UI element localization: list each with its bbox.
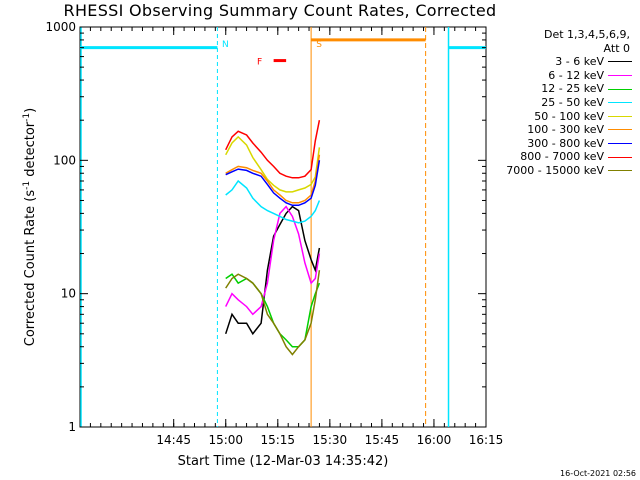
legend-label: 100 - 300 keV xyxy=(527,123,604,137)
annotation-layer: N S F xyxy=(80,27,486,427)
annotation-label: F xyxy=(257,58,262,68)
legend-entry: 7000 - 15000 keV xyxy=(470,164,636,178)
annotation-label: S xyxy=(316,40,322,50)
y-axis-label-main: Corrected Count Rate (s xyxy=(23,189,39,347)
series-line-5 xyxy=(225,135,321,193)
x-tick-label: 15:30 xyxy=(313,433,348,447)
x-tick-label: 15:45 xyxy=(365,433,400,447)
legend-swatch xyxy=(608,143,632,145)
series-line-6 xyxy=(225,154,321,204)
legend-header-detectors: Det 1,3,4,5,6,9, xyxy=(543,28,630,41)
legend-label: 3 - 6 keV xyxy=(555,55,604,69)
legend-swatch xyxy=(608,102,632,104)
y-axis-label: Corrected Count Rate (s-1 detector-1) xyxy=(22,108,38,346)
legend-swatch xyxy=(608,115,632,117)
series-layer xyxy=(224,120,321,356)
y-tick-label: 1 xyxy=(68,420,76,434)
y-tick-label: 10 xyxy=(61,287,76,301)
legend-entry: 6 - 12 keV xyxy=(470,69,636,83)
legend-entry: 300 - 800 keV xyxy=(470,137,636,151)
series-line-4 xyxy=(225,179,321,224)
legend-swatch xyxy=(608,75,632,77)
legend-entry: 3 - 6 keV xyxy=(470,55,636,69)
series-line-8 xyxy=(225,120,321,179)
series-line-1 xyxy=(224,205,321,336)
series-line-7 xyxy=(225,160,321,207)
legend-label: 25 - 50 keV xyxy=(541,95,604,109)
x-tick-label: 15:15 xyxy=(260,433,295,447)
legend-label: 6 - 12 keV xyxy=(548,68,604,82)
x-tick-label: 14:45 xyxy=(156,433,191,447)
legend-label: 50 - 100 keV xyxy=(534,109,604,123)
x-tick-label: 15:00 xyxy=(208,433,243,447)
y-tick-label: 1000 xyxy=(45,20,76,34)
x-axis-label: Start Time (12-Mar-03 14:35:42) xyxy=(177,454,389,469)
chart-title: RHESSI Observing Summary Count Rates, Co… xyxy=(63,1,497,20)
legend-label: 12 - 25 keV xyxy=(541,82,604,96)
legend-swatch xyxy=(608,156,632,158)
series-line-2 xyxy=(225,205,321,316)
plot-frame xyxy=(79,26,487,428)
legend-swatch xyxy=(608,61,632,63)
y-tick-label: 100 xyxy=(53,153,76,167)
annotation-label: N xyxy=(222,40,229,50)
series-line-3 xyxy=(225,273,321,348)
legend-rows: 3 - 6 keV 6 - 12 keV 12 - 25 keV 25 - 50 ke… xyxy=(470,55,636,177)
legend-swatch xyxy=(608,129,632,131)
legend-label: 7000 - 15000 keV xyxy=(506,163,604,177)
series-line-9 xyxy=(225,270,321,356)
legend-entry: 12 - 25 keV xyxy=(470,82,636,96)
footer-timestamp: 16-Oct-2021 02:56 xyxy=(560,469,636,478)
axis-layer: 14:45 15:00 15:15 15:30 15:45 16:00 16:15 1 10 10… xyxy=(45,20,503,447)
x-tick-label: 16:00 xyxy=(417,433,452,447)
x-tick-label: 16:15 xyxy=(469,433,504,447)
legend-entry: 100 - 300 keV xyxy=(470,123,636,137)
legend-label: 300 - 800 keV xyxy=(527,136,604,150)
legend: Det 1,3,4,5,6,9, Att 0 3 - 6 keV 6 - 12 k… xyxy=(470,28,636,178)
y-axis-label-mid: detector xyxy=(23,121,39,181)
y-axis-label-sup2: -1 xyxy=(21,112,32,122)
legend-label: 800 - 7000 keV xyxy=(520,150,604,164)
legend-header-attenuator: Att 0 xyxy=(603,41,630,55)
legend-swatch xyxy=(608,88,632,90)
legend-entry: 50 - 100 keV xyxy=(470,110,636,124)
legend-entry: 25 - 50 keV xyxy=(470,96,636,110)
y-axis-label-sup1: -1 xyxy=(21,180,32,190)
legend-swatch xyxy=(608,170,632,172)
legend-entry: 800 - 7000 keV xyxy=(470,150,636,164)
y-axis-label-end: ) xyxy=(23,107,39,113)
